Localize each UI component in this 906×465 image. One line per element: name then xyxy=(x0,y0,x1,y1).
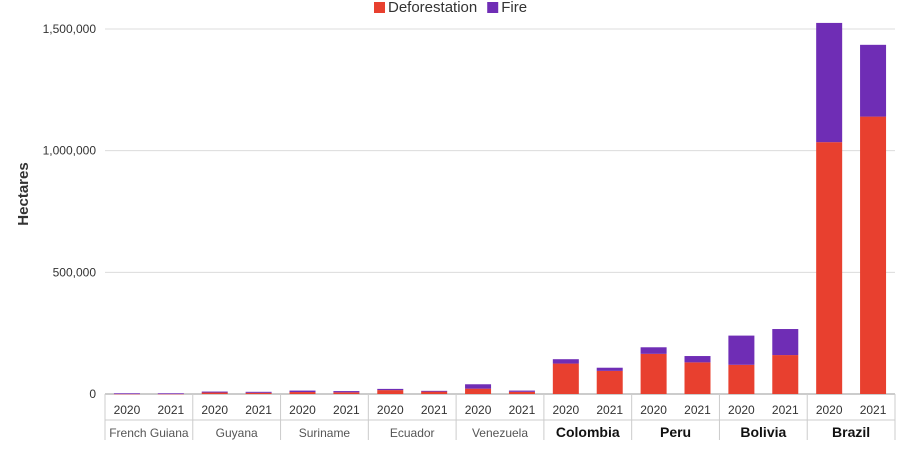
bar-fire-4 xyxy=(289,390,316,393)
bar-fire-11 xyxy=(596,367,623,371)
bar-fire-8 xyxy=(465,384,492,389)
y-axis-label: Hectares xyxy=(15,162,32,225)
bar-deforestation-11 xyxy=(596,370,623,394)
country-label: Venezuela xyxy=(472,426,528,440)
bar-fire-10 xyxy=(552,359,579,364)
bar-fire-5 xyxy=(333,391,360,393)
country-label: Bolivia xyxy=(740,424,786,440)
bar-deforestation-14 xyxy=(728,364,755,394)
bar-deforestation-15 xyxy=(772,355,799,394)
bar-fire-7 xyxy=(421,390,448,392)
country-label: Ecuador xyxy=(390,426,435,440)
bar-fire-15 xyxy=(772,329,799,356)
x-tick-label: 2021 xyxy=(333,403,360,417)
country-label: Brazil xyxy=(832,424,870,440)
bar-deforestation-6 xyxy=(377,390,404,394)
bar-deforestation-16 xyxy=(816,142,843,394)
bars xyxy=(113,22,887,395)
country-label: Guyana xyxy=(216,426,258,440)
bar-deforestation-4 xyxy=(289,392,316,394)
x-tick-label: 2020 xyxy=(289,403,316,417)
x-tick-label: 2020 xyxy=(640,403,667,417)
x-tick-label: 2020 xyxy=(114,403,141,417)
legend-label: Fire xyxy=(501,0,527,16)
bar-fire-13 xyxy=(684,356,711,363)
legend-swatch xyxy=(487,2,499,13)
bar-deforestation-2 xyxy=(201,392,228,394)
x-tick-label: 2020 xyxy=(552,403,579,417)
x-tick-label: 2021 xyxy=(509,403,536,417)
bar-deforestation-8 xyxy=(465,388,492,394)
y-tick-label: 1,500,000 xyxy=(43,22,97,36)
x-tick-label: 2021 xyxy=(772,403,799,417)
bar-fire-1 xyxy=(157,393,184,395)
x-tick-label: 2021 xyxy=(245,403,272,417)
bar-deforestation-17 xyxy=(860,116,887,394)
x-tick-label: 2020 xyxy=(201,403,228,417)
bar-fire-9 xyxy=(508,390,535,392)
bar-deforestation-7 xyxy=(421,391,448,394)
y-tick-label: 1,000,000 xyxy=(43,144,97,158)
x-tick-label: 2021 xyxy=(684,403,711,417)
bar-deforestation-12 xyxy=(640,353,667,394)
bar-fire-0 xyxy=(113,393,140,395)
country-label: Peru xyxy=(660,424,691,440)
legend-swatch xyxy=(374,2,385,13)
bar-deforestation-5 xyxy=(333,392,360,394)
bar-fire-16 xyxy=(816,22,843,143)
bar-fire-17 xyxy=(860,44,887,117)
bar-fire-3 xyxy=(245,391,272,393)
x-tick-label: 2020 xyxy=(377,403,404,417)
legend: Deforestation Fire xyxy=(374,0,527,16)
country-label: French Guiana xyxy=(109,426,189,440)
x-tick-label: 2020 xyxy=(465,403,492,417)
y-axis-ticks: 0 500,000 1,000,000 1,500,000 xyxy=(43,22,97,401)
x-tick-label: 2021 xyxy=(860,403,887,417)
bar-fire-12 xyxy=(640,347,667,354)
country-label: Colombia xyxy=(556,424,620,440)
bar-deforestation-9 xyxy=(508,391,535,394)
gridlines xyxy=(105,28,895,395)
x-tick-label: 2021 xyxy=(421,403,448,417)
bar-fire-2 xyxy=(201,391,228,393)
x-tick-label: 2021 xyxy=(157,403,184,417)
x-tick-label: 2021 xyxy=(596,403,623,417)
x-tick-label: 2020 xyxy=(816,403,843,417)
x-tick-label: 2020 xyxy=(728,403,755,417)
x-axis-labels: 2020 2021 2020 2021 2020 2021 2020 2021 2020 2021… xyxy=(104,394,896,440)
bar-fire-14 xyxy=(728,335,755,365)
bar-deforestation-3 xyxy=(245,392,272,394)
bar-fire-6 xyxy=(377,388,404,391)
y-tick-label: 500,000 xyxy=(53,265,97,279)
bar-deforestation-10 xyxy=(552,363,579,394)
legend-label: Deforestation xyxy=(388,0,477,16)
y-tick-label: 0 xyxy=(89,387,96,401)
bar-deforestation-13 xyxy=(684,362,711,394)
country-label: Suriname xyxy=(299,426,351,440)
